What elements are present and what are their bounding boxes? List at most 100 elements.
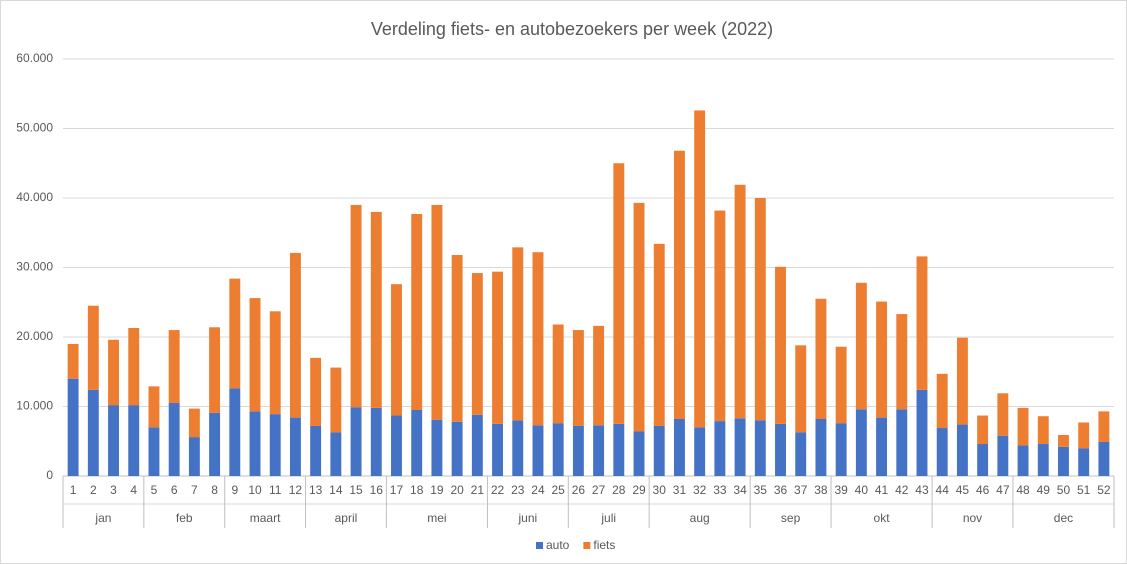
x-tick-label: 29 [632,483,646,497]
bar-segment [593,325,605,426]
bar-segment [795,345,807,433]
x-tick-label: 22 [491,483,505,497]
bar-segment [815,298,827,420]
bar-segment [775,266,786,424]
x-tick-label: 27 [592,483,606,497]
x-tick-label: 33 [713,483,727,497]
x-tick-label: 45 [956,483,970,497]
bar-segment [249,411,261,476]
bar-segment [87,389,99,476]
x-tick-label: 1 [70,483,77,497]
x-tick-label: 35 [754,483,768,497]
bar-segment [855,409,867,476]
bar-segment [1037,444,1049,476]
bar-segment [148,386,160,428]
x-tick-label: 2 [90,483,97,497]
bar-segment [492,271,504,424]
legend-label: fiets [593,538,615,552]
bar-segment [532,425,544,476]
bar-segment [188,408,200,438]
bar-segment [1058,434,1069,447]
x-tick-label: 11 [269,483,282,497]
bar-segment [613,423,625,476]
bar-segment [1017,407,1029,446]
bar-segment [552,423,564,476]
y-tick-label: 30.000 [16,260,53,274]
bar-segment [815,419,827,476]
y-tick-label: 40.000 [16,190,53,204]
x-tick-label: 10 [248,483,262,497]
x-tick-label: 3 [110,483,117,497]
bar-segment [391,415,402,476]
bar-segment [795,432,807,476]
bar-segment [1098,411,1110,442]
bar-segment [593,425,605,476]
x-tick-label: 51 [1077,483,1091,497]
bar-segment [289,417,301,476]
bar-segment [209,412,221,476]
x-tick-label: 12 [289,483,303,497]
bar-segment [148,427,160,476]
x-tick-label: 9 [231,483,238,497]
bar-segment [512,247,524,421]
bar-segment [87,305,99,390]
bar-segment [714,421,726,476]
bar-segment [67,378,79,476]
x-tick-label: 21 [471,483,485,497]
group-label: maart [250,511,281,525]
y-tick-label: 10.000 [16,399,53,413]
bar-segment [108,405,119,476]
legend-swatch [536,542,543,549]
bar-segment [128,405,140,476]
x-tick-label: 6 [171,483,178,497]
bar-segment [289,252,301,418]
bar-segment [916,389,928,476]
x-tick-label: 15 [349,483,363,497]
bar-segment [572,425,584,476]
x-tick-label: 19 [430,483,444,497]
bar-segment [855,282,867,410]
bar-segment [835,423,847,476]
x-tick-label: 14 [329,483,343,497]
bar-segment [431,204,443,420]
x-tick-label: 47 [996,483,1010,497]
x-tick-label: 17 [390,483,404,497]
group-label: okt [874,511,891,525]
group-label: juni [518,511,538,525]
y-tick-label: 20.000 [16,329,53,343]
bar-segment [411,213,423,410]
y-tick-label: 60.000 [16,51,53,65]
bar-segment [350,204,362,408]
bar-segment [411,409,423,476]
bar-segment [168,330,180,404]
bar-segment [471,414,483,476]
bar-segment [997,435,1009,476]
bar-segment [370,407,382,476]
x-tick-label: 36 [774,483,788,497]
bar-segment [1078,448,1090,476]
bar-segment [310,357,322,426]
bar-segment [896,314,908,410]
x-tick-label: 20 [450,483,464,497]
bar-segment [896,409,908,476]
x-tick-label: 7 [191,483,198,497]
x-tick-label: 32 [693,483,707,497]
x-tick-label: 30 [653,483,667,497]
legend-label: auto [546,538,570,552]
bar-segment [229,388,241,476]
bar-segment [956,424,968,476]
group-label: jan [94,511,111,525]
x-tick-label: 26 [572,483,586,497]
bar-segment [653,243,665,426]
x-tick-label: 8 [211,483,218,497]
x-tick-label: 50 [1057,483,1071,497]
x-tick-label: 16 [370,483,384,497]
x-tick-label: 39 [834,483,848,497]
x-tick-label: 31 [673,483,687,497]
bar-segment [1058,446,1069,476]
bar-segment [754,198,766,421]
bar-segment [754,420,766,476]
bar-segment [694,110,706,428]
x-tick-label: 44 [936,483,950,497]
